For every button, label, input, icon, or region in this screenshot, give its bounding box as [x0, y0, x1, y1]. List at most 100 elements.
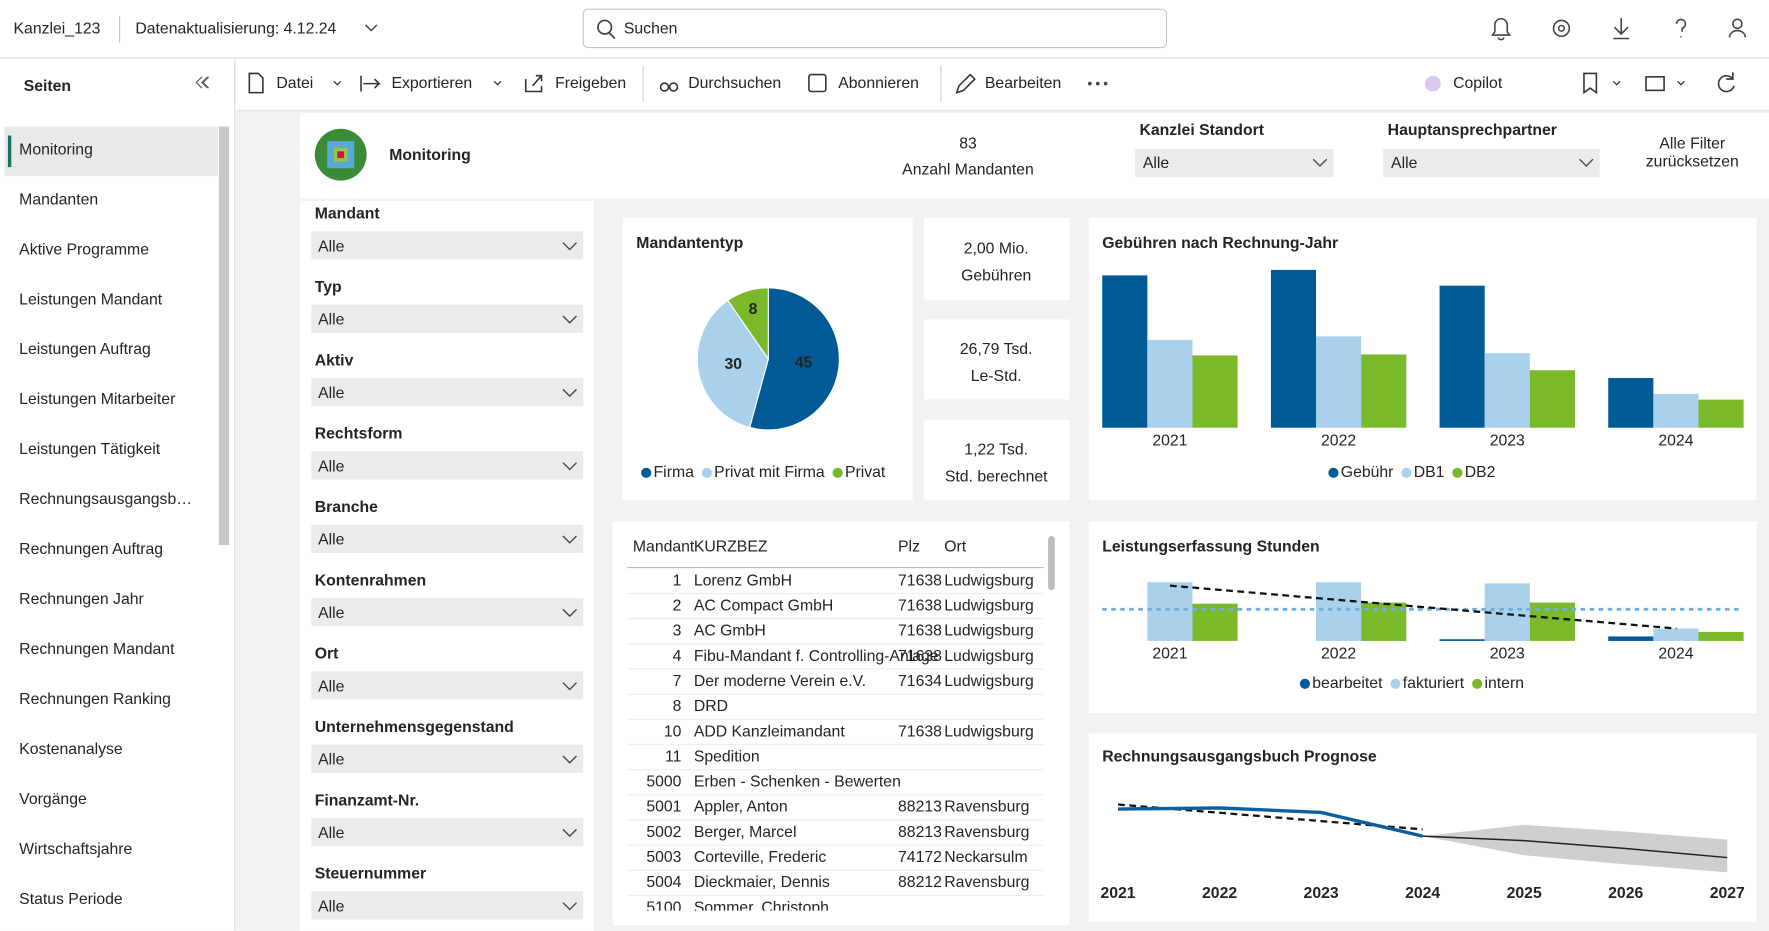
people-icon[interactable] [1728, 29, 1747, 38]
view-icon[interactable] [1645, 76, 1665, 92]
x-tick-label: 2023 [1490, 646, 1525, 663]
bar [1316, 582, 1362, 641]
legend-marker [1401, 467, 1412, 478]
table-cell: Ludwigsburg [944, 572, 1034, 589]
filter-dropdown[interactable] [311, 231, 584, 260]
page-link[interactable]: Vorgänge [19, 791, 87, 808]
x-tick-label: 2024 [1658, 646, 1693, 663]
filter-label: Steuernummer [315, 866, 426, 883]
more-icon[interactable] [1088, 81, 1108, 86]
filter-dropdown[interactable] [311, 744, 584, 773]
page-link[interactable]: Rechnungsausgangsb… [19, 491, 192, 508]
chevron[interactable] [562, 388, 577, 398]
settings-icon[interactable] [1552, 19, 1571, 38]
toolbar-button[interactable]: Durchsuchen [688, 75, 781, 92]
table-scrollbar [1048, 536, 1055, 591]
kpi-card [923, 319, 1070, 400]
refresh-info[interactable]: Datenaktualisierung: 4.12.24 [135, 21, 336, 38]
filter-dropdown[interactable] [311, 451, 584, 480]
data-label: 30 [724, 356, 742, 373]
download-icon[interactable] [1613, 18, 1630, 40]
reset-filters[interactable]: Alle Filter [1659, 136, 1725, 153]
people-icon[interactable] [1732, 18, 1743, 30]
filter-dropdown[interactable] [311, 891, 584, 920]
bell-icon[interactable] [1491, 17, 1511, 41]
page-link[interactable]: Leistungen Mandant [19, 291, 163, 308]
settings-icon[interactable] [1557, 24, 1566, 32]
filter-dropdown[interactable] [1383, 149, 1600, 178]
page-link[interactable]: Rechnungen Auftrag [19, 541, 163, 558]
chevron[interactable] [365, 24, 378, 32]
x-tick-label: 2023 [1304, 885, 1339, 902]
legend-label: Privat [845, 464, 886, 481]
help-icon[interactable] [1675, 18, 1687, 38]
bar [1102, 275, 1148, 428]
collapse-icon[interactable] [195, 76, 203, 89]
toolbar-button[interactable]: Abonnieren [838, 75, 919, 92]
chevron[interactable] [562, 608, 577, 618]
filter-dropdown[interactable] [311, 304, 584, 333]
forecast-card [1088, 733, 1757, 922]
page-link[interactable]: Rechnungen Mandant [19, 641, 175, 658]
chevron[interactable] [562, 902, 577, 911]
table-cell: 11 [665, 748, 681, 765]
table-cell: 10 [664, 723, 682, 740]
table-cell: Neckarsulm [944, 849, 1027, 866]
filter-label: Unternehmensgegenstand [315, 719, 514, 736]
actual-line [1118, 806, 1424, 838]
filter-dropdown[interactable] [311, 524, 584, 553]
page-link[interactable]: Leistungen Tätigkeit [19, 441, 161, 458]
chevrons[interactable] [333, 80, 1685, 86]
copilot-button[interactable]: Copilot [1453, 75, 1503, 92]
filter-dropdown[interactable] [311, 598, 584, 627]
x-tick-label: 2022 [1321, 432, 1356, 449]
page-link[interactable]: Status Periode [19, 891, 123, 908]
page-link[interactable]: Aktive Programme [19, 241, 149, 258]
chevron[interactable] [562, 462, 577, 471]
collapse-icon[interactable] [202, 76, 210, 89]
filter-dropdown[interactable] [1134, 149, 1334, 178]
table-cell: 4 [673, 648, 682, 665]
page-link[interactable]: Leistungen Mitarbeiter [19, 391, 175, 408]
filter-value: Alle [318, 752, 345, 769]
search-box[interactable] [582, 8, 1168, 49]
chevron[interactable] [1578, 158, 1594, 167]
page-link[interactable]: Mandanten [19, 191, 98, 208]
card-label: Gebühren [961, 268, 1031, 285]
chevron[interactable] [562, 315, 577, 324]
chevron[interactable] [562, 535, 577, 544]
table-cell: Fibu-Mandant f. Controlling-Anlage [694, 648, 939, 665]
toolbar-button[interactable]: Datei [276, 75, 313, 92]
chevron[interactable] [562, 755, 577, 764]
page-link[interactable]: Leistungen Auftrag [19, 341, 151, 358]
toolbar-button[interactable]: Bearbeiten [985, 75, 1061, 92]
legend-label: bearbeitet [1312, 675, 1383, 692]
refresh-icon[interactable] [1717, 72, 1735, 93]
bar [1270, 269, 1317, 428]
bookmark-icon[interactable] [1583, 72, 1598, 95]
selected-page [4, 126, 218, 177]
chevron[interactable] [562, 682, 577, 691]
workspace-name[interactable]: Kanzlei_123 [14, 21, 101, 38]
filter-dropdown[interactable] [311, 378, 584, 407]
chevron[interactable] [1312, 158, 1328, 167]
toolbar-button[interactable]: Freigeben [555, 75, 626, 92]
page-link[interactable]: Kostenanalyse [19, 741, 123, 758]
page-link[interactable]: Wirtschaftsjahre [19, 841, 132, 858]
chevron[interactable] [562, 242, 577, 251]
filter-label: Ort [315, 646, 339, 663]
page-link[interactable]: Monitoring [19, 141, 93, 158]
toolbar-button[interactable]: Exportieren [391, 75, 472, 92]
report-title: Monitoring [389, 147, 471, 164]
page-link[interactable]: Rechnungen Ranking [19, 691, 171, 708]
filter-dropdown[interactable] [311, 671, 584, 700]
page-link[interactable]: Rechnungen Jahr [19, 591, 144, 608]
filter-dropdown[interactable] [311, 818, 584, 847]
x-tick-label: 2026 [1608, 885, 1643, 902]
filter-value: Alle [318, 532, 345, 549]
search-placeholder[interactable]: Suchen [624, 21, 678, 38]
reset-filters[interactable]: zurücksetzen [1646, 154, 1739, 171]
chevron[interactable] [562, 828, 577, 838]
collapse-icon[interactable] [201, 76, 208, 89]
